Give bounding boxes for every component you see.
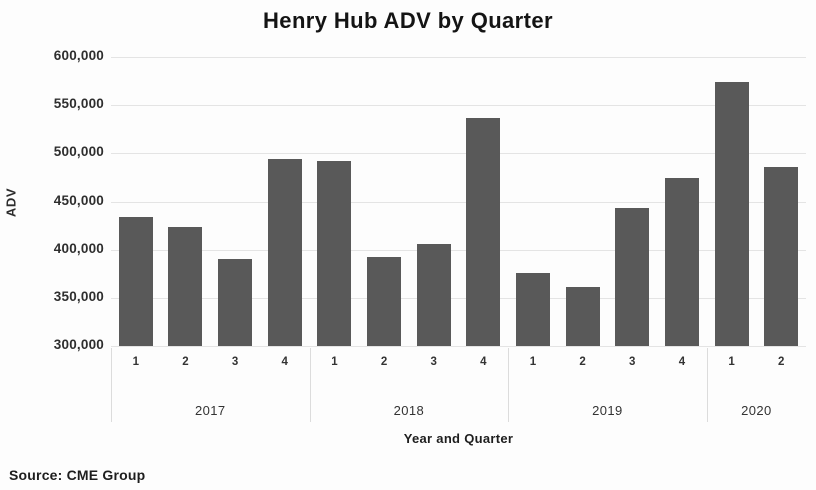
x-tick-quarter: 4 <box>678 356 686 368</box>
bar-2017-Q3 <box>218 259 253 346</box>
x-tick-quarter: 2 <box>380 356 388 368</box>
bar-2018-Q3 <box>416 243 451 346</box>
x-tick-year: 2017 <box>195 403 226 418</box>
year-group-separator <box>508 348 510 422</box>
x-tick-quarter: 2 <box>182 356 189 368</box>
y-tick-label: 600,000 <box>53 48 104 63</box>
chart-title: Henry Hub ADV by Quarter <box>263 8 553 33</box>
year-group-separator <box>111 348 112 422</box>
gridline <box>111 297 806 299</box>
x-tick-quarter: 3 <box>231 356 239 368</box>
y-tick-label: 350,000 <box>53 288 104 304</box>
x-tick-quarter: 4 <box>281 356 288 368</box>
x-tick-year: 2018 <box>393 403 425 418</box>
bar-2020-Q1 <box>714 82 749 346</box>
gridline <box>111 346 806 347</box>
x-tick-quarter: 3 <box>430 356 437 368</box>
x-tick-quarter: 1 <box>331 356 338 368</box>
x-tick-quarter: 1 <box>132 356 140 368</box>
bar-2019-Q1 <box>515 272 550 346</box>
bar-2018-Q2 <box>367 257 402 346</box>
x-tick-quarter: 2 <box>777 356 785 368</box>
bar-2017-Q4 <box>267 159 302 346</box>
bar-2019-Q3 <box>615 208 650 346</box>
bar-2018-Q1 <box>317 161 352 346</box>
x-tick-year: 2019 <box>592 403 623 418</box>
y-tick-label: 450,000 <box>53 192 104 208</box>
x-tick-quarter: 2 <box>579 356 586 368</box>
year-group-separator <box>309 348 311 422</box>
y-tick-label: 550,000 <box>53 96 104 112</box>
x-tick-quarter: 1 <box>728 356 735 368</box>
bar-2020-Q2 <box>764 166 799 346</box>
gridline <box>111 249 806 251</box>
bar-2017-Q2 <box>168 226 203 346</box>
gridline <box>111 105 806 107</box>
bar-2018-Q4 <box>466 117 501 346</box>
gridline <box>111 201 806 203</box>
x-tick-quarter: 3 <box>629 356 636 368</box>
x-axis-title: Year and Quarter <box>403 431 514 446</box>
year-group-separator <box>706 348 708 422</box>
bar-2017-Q1 <box>118 216 153 346</box>
bar-2019-Q4 <box>664 178 699 346</box>
y-tick-label: 300,000 <box>53 337 104 352</box>
bar-2019-Q2 <box>565 287 600 346</box>
gridline <box>111 153 806 155</box>
x-tick-quarter: 4 <box>480 356 487 368</box>
x-tick-quarter: 1 <box>529 356 537 368</box>
y-tick-label: 500,000 <box>53 144 104 160</box>
gridline <box>111 57 806 58</box>
source-note: Source: CME Group <box>9 467 146 483</box>
y-tick-label: 400,000 <box>53 240 104 256</box>
x-tick-year: 2020 <box>741 403 772 418</box>
